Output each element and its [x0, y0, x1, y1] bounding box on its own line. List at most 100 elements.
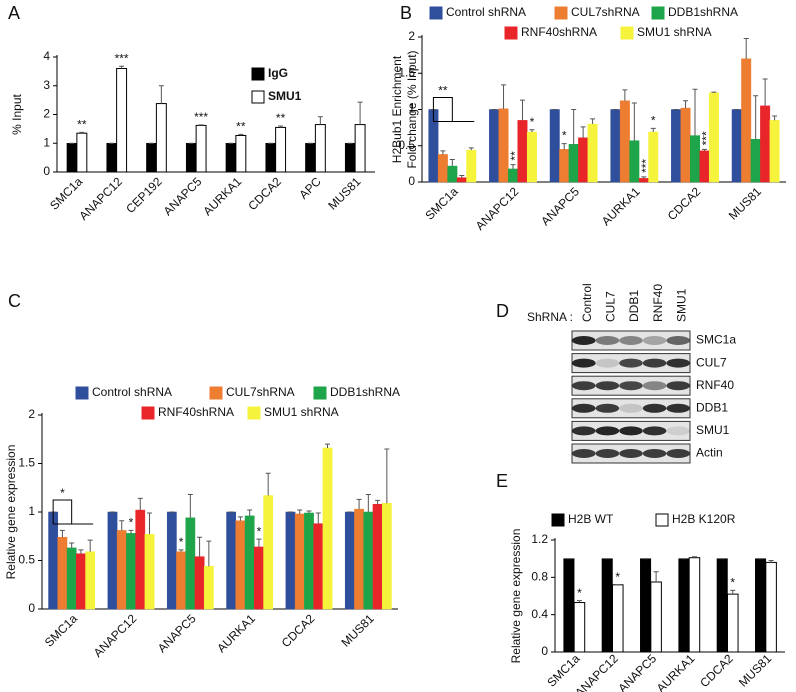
error-bar: [247, 509, 253, 516]
bar: [76, 132, 88, 173]
blot-band: [666, 336, 690, 345]
x-tick-label: ANAPC12: [473, 184, 522, 233]
bar: [678, 558, 690, 653]
blot-band: [666, 426, 690, 436]
row-label: CUL7: [696, 355, 727, 369]
y-tick-label: 4: [43, 49, 50, 63]
error-bar: [317, 116, 323, 125]
x-tick-label: ANAPC12: [76, 174, 125, 223]
blot-band: [666, 381, 690, 391]
error-bar: [375, 499, 381, 505]
legend-label: RNF40shRNA: [158, 405, 234, 419]
bar: [76, 553, 86, 610]
error-bar: [561, 143, 567, 150]
y-tick-label: 2: [43, 107, 50, 121]
error-bar: [449, 159, 455, 167]
panel-letter: E: [496, 471, 508, 491]
bar: [563, 558, 575, 653]
lane-label: Control: [580, 283, 594, 322]
x-tick-label: CDCA2: [697, 651, 736, 690]
bar: [612, 584, 624, 653]
error-bar: [440, 150, 446, 155]
blot-band: [619, 426, 643, 436]
bar: [116, 530, 127, 610]
legend-swatch: [313, 386, 327, 400]
bar: [601, 558, 613, 653]
bar: [344, 511, 355, 610]
blot-band: [595, 403, 620, 413]
bar: [106, 143, 117, 173]
legend-swatch: [651, 6, 665, 20]
error-bar: [384, 448, 390, 504]
blot-band: [595, 426, 620, 436]
legend-label: H2B WT: [568, 512, 614, 526]
error-bar: [519, 99, 525, 121]
legend-label: SMU1 shRNA: [264, 405, 339, 419]
bar: [354, 124, 366, 173]
bar: [66, 143, 78, 173]
bar: [498, 108, 509, 183]
bar: [559, 149, 570, 183]
significance-mark: **: [438, 84, 448, 98]
y-tick-label: 0.5: [18, 553, 35, 567]
error-bar: [265, 472, 271, 496]
x-tick-label: AURKA1: [599, 184, 643, 228]
error-bar: [772, 115, 778, 121]
legend-swatch: [251, 90, 265, 104]
blot-band: [666, 358, 690, 368]
y-tick-label: 1: [28, 504, 35, 518]
bar: [568, 144, 579, 183]
bar: [313, 523, 324, 610]
bar: [144, 534, 155, 610]
y-tick-label: 1: [408, 102, 415, 116]
x-tick-label: AURKA1: [214, 611, 258, 655]
legend-label: Control shRNA: [446, 5, 526, 19]
error-bar: [256, 538, 262, 547]
bar: [176, 551, 186, 610]
error-bar: [692, 88, 698, 136]
blot-band: [642, 403, 667, 413]
y-tick-label: 0: [541, 644, 548, 658]
legend-label: IgG: [268, 66, 288, 80]
error-bar: [743, 37, 749, 59]
error-bar: [650, 127, 656, 132]
bar: [275, 126, 287, 173]
y-axis-label: Fold change (% Input): [405, 50, 419, 168]
legend-label: CUL7shRNA: [571, 5, 640, 19]
x-tick-label: AURKA1: [654, 651, 698, 692]
significance-mark: **: [236, 120, 246, 134]
error-bar: [197, 536, 203, 557]
error-bar: [147, 512, 153, 535]
error-bar: [87, 539, 93, 552]
error-bar: [711, 91, 717, 93]
blot-band: [572, 381, 596, 391]
error-bar: [753, 95, 759, 140]
error-bar: [187, 494, 193, 518]
bar: [304, 512, 314, 610]
y-tick-label: 0.4: [531, 607, 548, 621]
significance-mark: ***: [700, 131, 714, 145]
x-tick-label: MUS81: [736, 651, 774, 689]
error-bar: [325, 443, 331, 448]
bar: [226, 511, 237, 610]
row-label: DDB1: [696, 400, 728, 414]
legend-label: Control shRNA: [92, 385, 172, 399]
bar: [716, 558, 728, 653]
legend-label: RNF40shRNA: [521, 25, 597, 39]
x-tick-label: ANAPC12: [91, 611, 140, 660]
row-label: Actin: [696, 446, 723, 460]
blot-band: [619, 449, 643, 458]
error-bar: [730, 589, 736, 595]
significance-mark: *: [577, 586, 582, 600]
bar: [344, 143, 356, 173]
blot-label: ShRNA :: [527, 310, 573, 324]
blot-band: [619, 358, 643, 368]
significance-mark: ***: [194, 110, 208, 124]
legend-swatch: [551, 513, 565, 527]
error-bar: [278, 125, 284, 128]
error-bar: [576, 600, 582, 603]
bar: [587, 123, 598, 183]
significance-mark: *: [179, 535, 184, 549]
y-axis-label: Relative gene expression: [4, 445, 18, 580]
